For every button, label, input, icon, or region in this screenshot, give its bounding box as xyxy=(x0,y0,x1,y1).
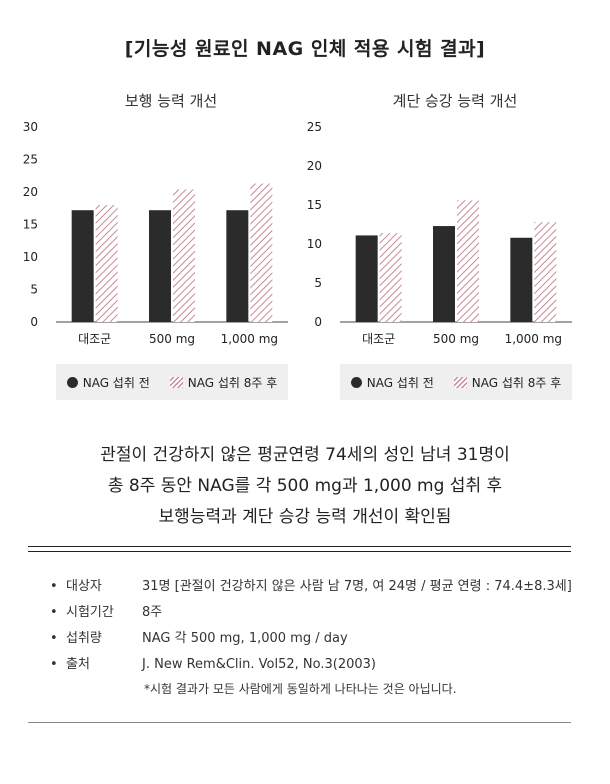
info-value: 8주 xyxy=(142,605,163,620)
bar-before xyxy=(149,210,171,322)
legend-before-swatch xyxy=(66,376,78,388)
legend-walking: NAG 섭취 전 NAG 섭취 8주 후 xyxy=(56,364,288,400)
info-label: 섭취량 xyxy=(66,631,102,646)
divider-top-2 xyxy=(28,551,571,552)
y-tick-label: 20 xyxy=(23,185,38,199)
divider-bottom xyxy=(28,722,571,723)
y-tick-label: 20 xyxy=(307,159,322,173)
summary-line-3: 보행능력과 계단 승강 능력 개선이 확인됨 xyxy=(158,507,452,527)
bullet-icon: • xyxy=(50,657,58,672)
y-tick-label: 30 xyxy=(23,120,38,134)
chart-title-walking: 보행 능력 개선 xyxy=(124,92,218,110)
legend-before-swatch xyxy=(350,376,362,388)
legend-stairs: NAG 섭취 전 NAG 섭취 8주 후 xyxy=(340,364,572,400)
legend-item-after: NAG 섭취 8주 후 xyxy=(453,374,562,391)
y-tick-label: 15 xyxy=(307,198,322,212)
y-tick-label: 10 xyxy=(307,237,322,251)
category-label: 500 mg xyxy=(149,332,195,346)
info-label: 출처 xyxy=(66,657,90,672)
info-row-subjects: • 대상자 31명 [관절이 건강하지 않은 사람 남 7명, 여 24명 / … xyxy=(50,574,580,600)
chart-title-stairs: 계단 승강 능력 개선 xyxy=(392,92,518,110)
legend-item-after: NAG 섭취 8주 후 xyxy=(169,374,278,391)
bar-after xyxy=(250,183,273,322)
summary-line-1: 관절이 건강하지 않은 평균연령 74세의 성인 남녀 31명이 xyxy=(100,445,510,465)
y-tick-label: 10 xyxy=(23,250,38,264)
legend-after-label: NAG 섭취 8주 후 xyxy=(471,375,562,390)
bar-before xyxy=(433,226,455,322)
info-row-source: • 출처 J. New Rem&Clin. Vol52, No.3(2003) xyxy=(50,652,580,678)
info-label: 대상자 xyxy=(66,579,102,594)
category-label: 1,000 mg xyxy=(505,332,562,346)
y-tick-label: 25 xyxy=(307,120,322,134)
bar-after xyxy=(173,189,195,322)
stairs-chart: 0 5 10 15 20 25 대조군 500 mg 1,000 mg xyxy=(307,120,572,346)
info-value: NAG 각 500 mg, 1,000 mg / day xyxy=(142,631,348,646)
legend-after-swatch xyxy=(453,376,467,388)
disclaimer-note: *시험 결과가 모든 사람에게 동일하게 나타나는 것은 아닙니다. xyxy=(144,682,457,696)
summary-line-2: 총 8주 동안 NAG를 각 500 mg과 1,000 mg 섭취 후 xyxy=(107,476,503,496)
legend-after-label: NAG 섭취 8주 후 xyxy=(187,375,278,390)
page-title: [기능성 원료인 NAG 인체 적용 시험 결과] xyxy=(124,38,486,60)
category-label: 대조군 xyxy=(362,332,395,346)
y-tick-label: 0 xyxy=(314,315,322,329)
info-value: J. New Rem&Clin. Vol52, No.3(2003) xyxy=(142,657,376,672)
result-summary: 관절이 건강하지 않은 평균연령 74세의 성인 남녀 31명이 총 8주 동안… xyxy=(0,440,610,533)
walking-chart: 0 5 10 15 20 25 30 대조군 500 mg 1,000 mg xyxy=(23,120,288,346)
bar-after xyxy=(457,200,479,322)
bar-before xyxy=(71,210,94,322)
info-value: 31명 [관절이 건강하지 않은 사람 남 7명, 여 24명 / 평균 연령 … xyxy=(142,579,572,594)
study-info-list: • 대상자 31명 [관절이 건강하지 않은 사람 남 7명, 여 24명 / … xyxy=(50,574,580,678)
bar-after xyxy=(95,205,118,322)
y-tick-label: 25 xyxy=(23,153,38,167)
legend-before-label: NAG 섭취 전 xyxy=(82,375,150,390)
info-label: 시험기간 xyxy=(66,605,114,620)
bar-before xyxy=(355,235,378,322)
bar-before xyxy=(510,237,533,322)
y-tick-label: 0 xyxy=(30,315,38,329)
divider-top-1 xyxy=(28,546,571,547)
category-label: 500 mg xyxy=(433,332,479,346)
legend-item-before: NAG 섭취 전 xyxy=(66,374,150,391)
info-row-period: • 시험기간 8주 xyxy=(50,600,580,626)
y-tick-label: 5 xyxy=(30,283,38,297)
bullet-icon: • xyxy=(50,631,58,646)
legend-after-swatch xyxy=(169,376,183,388)
bullet-icon: • xyxy=(50,605,58,620)
y-tick-label: 15 xyxy=(23,218,38,232)
bullet-icon: • xyxy=(50,579,58,594)
y-tick-label: 5 xyxy=(314,276,322,290)
category-label: 대조군 xyxy=(78,332,111,346)
category-label: 1,000 mg xyxy=(221,332,278,346)
bar-after xyxy=(534,222,557,322)
bar-after xyxy=(379,233,402,322)
legend-before-label: NAG 섭취 전 xyxy=(366,375,434,390)
bar-before xyxy=(226,210,249,322)
info-row-dosage: • 섭취량 NAG 각 500 mg, 1,000 mg / day xyxy=(50,626,580,652)
legend-item-before: NAG 섭취 전 xyxy=(350,374,434,391)
